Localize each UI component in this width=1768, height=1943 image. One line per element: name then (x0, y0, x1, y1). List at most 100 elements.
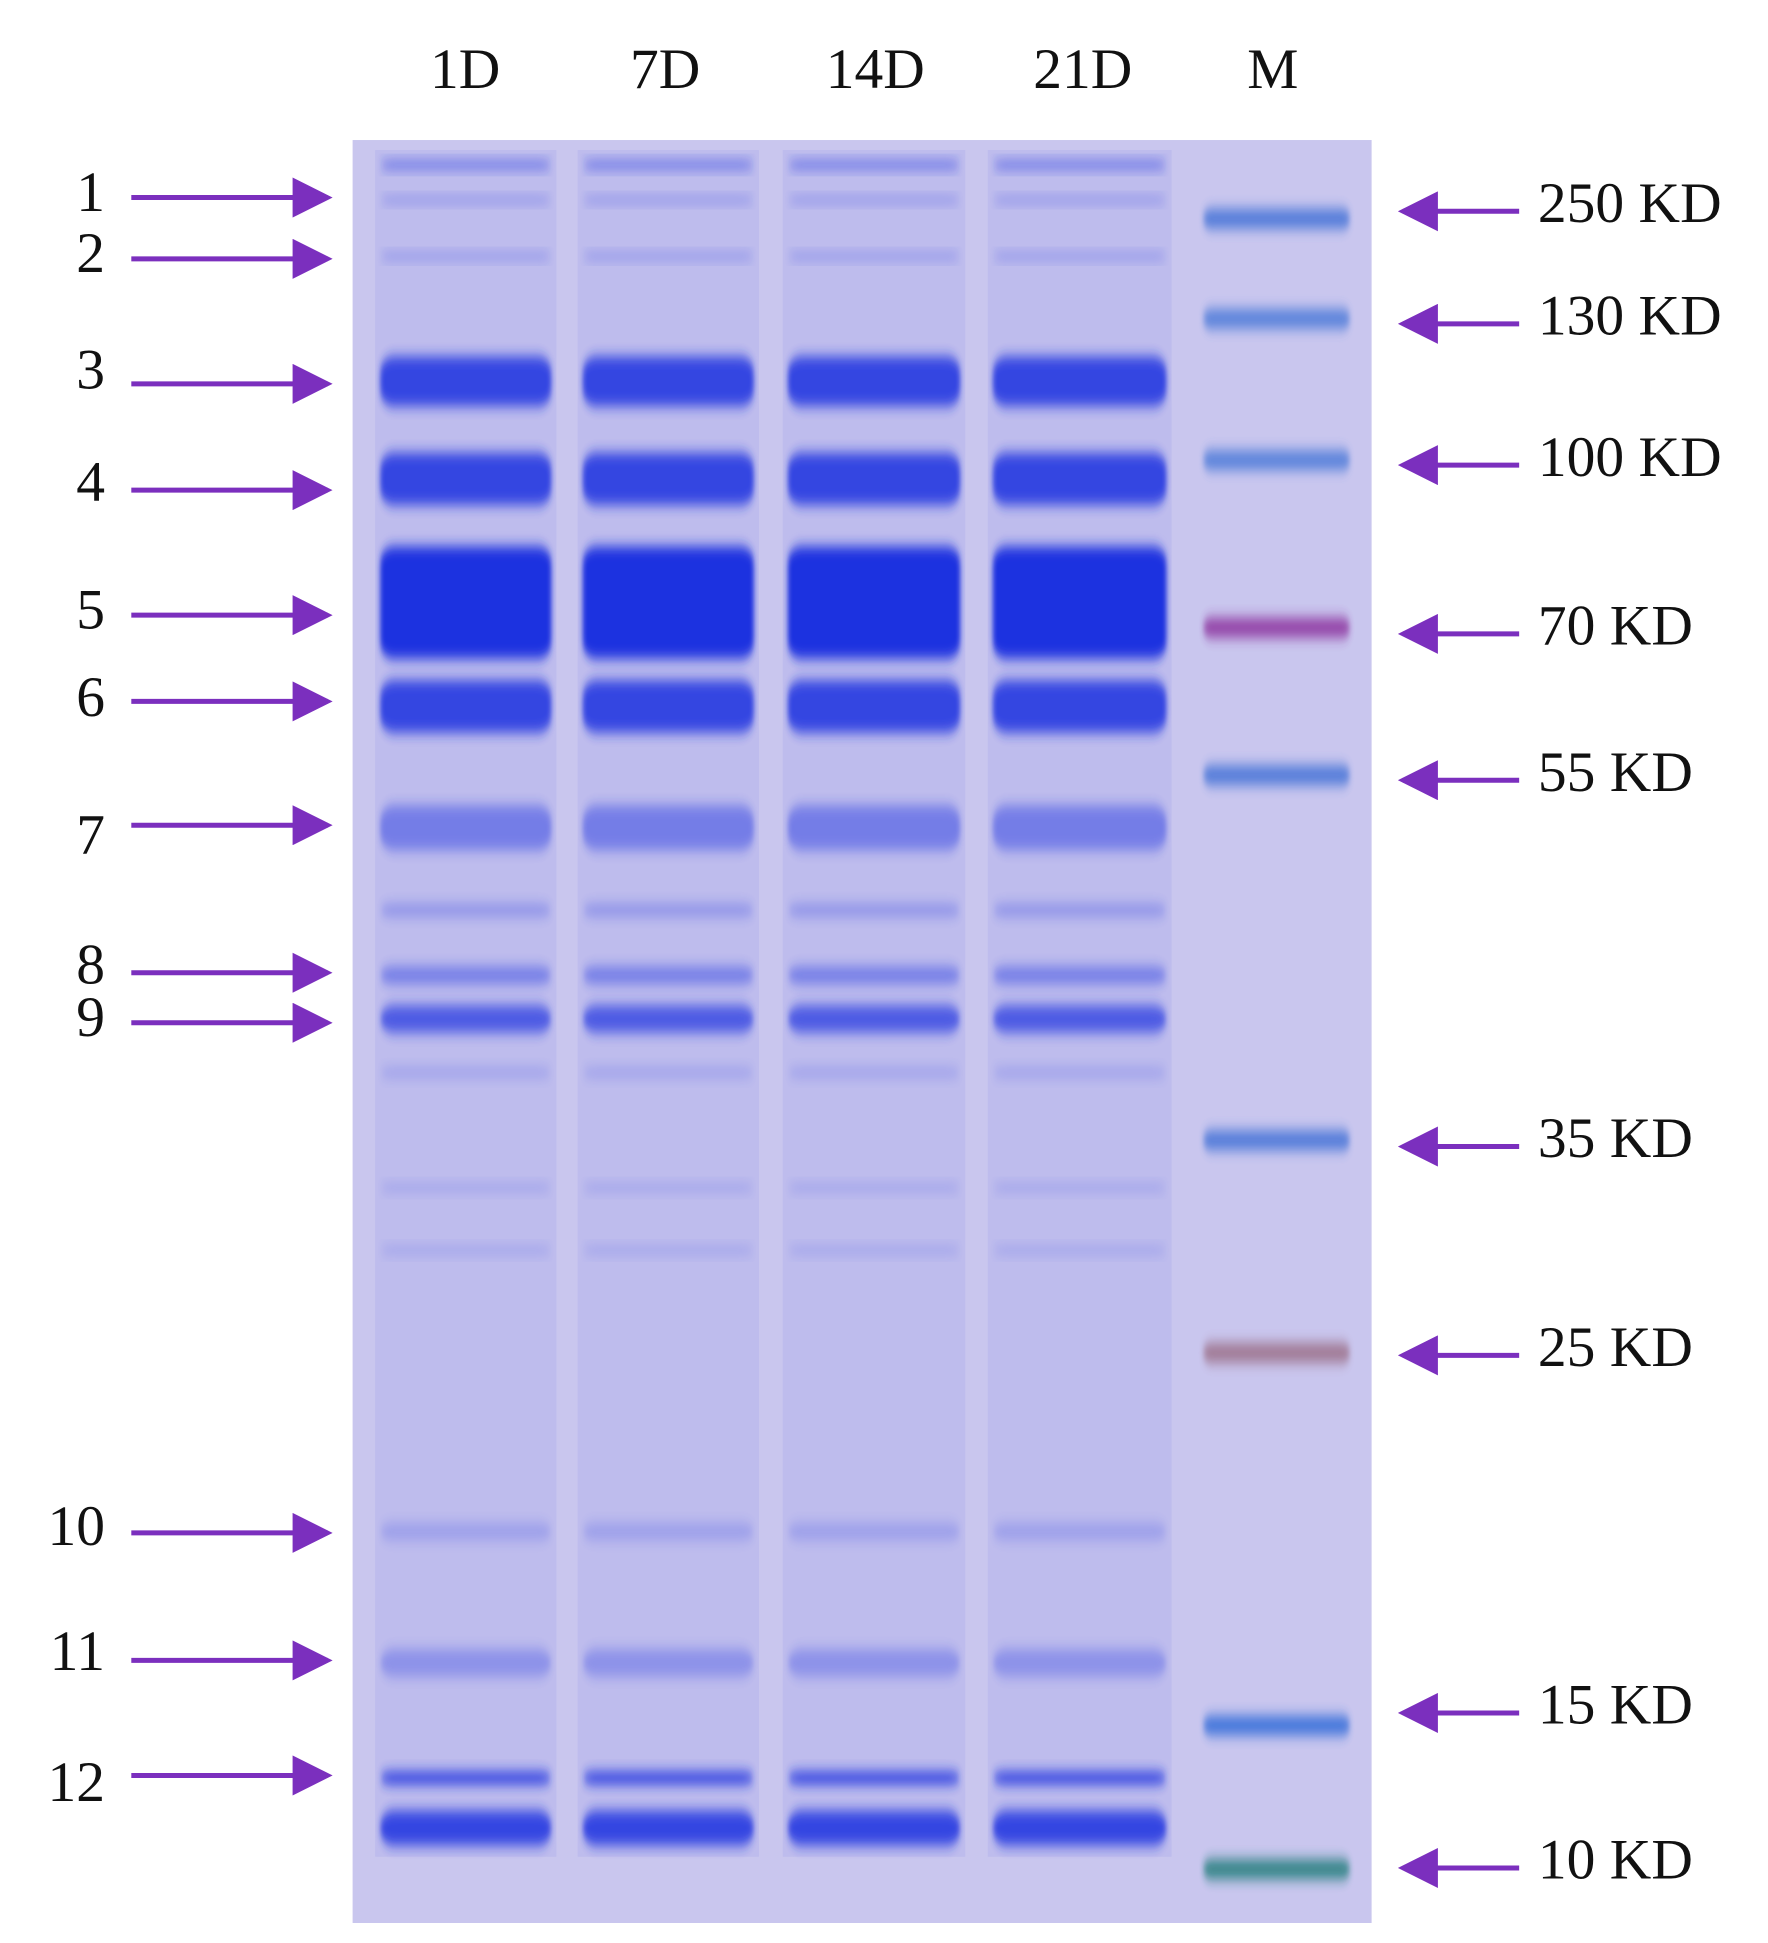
band (787, 1522, 961, 1541)
lane-label: M (1247, 38, 1298, 101)
band (787, 1067, 961, 1078)
band (380, 196, 552, 204)
lane-label: 14D (826, 38, 925, 101)
band (787, 546, 961, 659)
band (992, 680, 1167, 733)
band (992, 161, 1167, 169)
band (380, 1246, 552, 1255)
band-number: 3 (76, 338, 105, 401)
band-number: 2 (76, 222, 105, 285)
marker-label: 15 KD (1538, 1674, 1693, 1737)
marker-band (1202, 208, 1351, 229)
band (582, 1522, 754, 1541)
band (582, 452, 754, 506)
band (787, 966, 961, 985)
lane-label: 7D (630, 38, 700, 101)
lane (577, 150, 759, 1857)
band (582, 903, 754, 917)
band (582, 1810, 754, 1846)
band (992, 1246, 1167, 1255)
marker-band (1202, 1859, 1351, 1880)
band-number: 7 (76, 803, 105, 866)
band (992, 1067, 1167, 1078)
band (992, 1522, 1167, 1541)
band (992, 1810, 1167, 1846)
band (582, 196, 754, 204)
band-number: 4 (76, 451, 105, 514)
lane-label: 1D (430, 38, 500, 101)
band (582, 1649, 754, 1677)
band (992, 1649, 1167, 1677)
band (582, 546, 754, 659)
band (380, 1771, 552, 1785)
band (380, 1810, 552, 1846)
marker-band (1202, 1715, 1351, 1736)
marker-band (1202, 450, 1351, 471)
bands (375, 150, 1351, 1880)
marker-band (1202, 1130, 1351, 1151)
band (992, 1771, 1167, 1785)
marker-band (1202, 765, 1351, 786)
band (582, 680, 754, 733)
band (787, 903, 961, 917)
band (582, 161, 754, 169)
band (380, 680, 552, 733)
band (992, 966, 1167, 985)
band-number: 11 (50, 1620, 105, 1683)
band (992, 1005, 1167, 1033)
band (582, 966, 754, 985)
band (992, 903, 1167, 917)
band-number: 9 (76, 986, 105, 1049)
band (380, 966, 552, 985)
band (992, 196, 1167, 204)
band (582, 1005, 754, 1033)
band (992, 805, 1167, 851)
band (992, 1184, 1167, 1192)
band (380, 452, 552, 506)
band-number: 5 (76, 578, 105, 641)
band (787, 356, 961, 407)
band (992, 546, 1167, 659)
lane (375, 150, 557, 1857)
band-number: 8 (76, 933, 105, 996)
band (787, 680, 961, 733)
marker-band (1202, 308, 1351, 329)
band (787, 1184, 961, 1192)
band (380, 903, 552, 917)
band (380, 1522, 552, 1541)
band (787, 1005, 961, 1033)
marker-label: 55 KD (1538, 741, 1693, 804)
marker-label: 130 KD (1538, 285, 1722, 348)
band (380, 1067, 552, 1078)
band (582, 1184, 754, 1192)
marker-label: 100 KD (1538, 426, 1722, 489)
band (787, 161, 961, 169)
band (787, 452, 961, 506)
band (380, 546, 552, 659)
band (380, 805, 552, 851)
band (787, 805, 961, 851)
band (992, 356, 1167, 407)
band (380, 1184, 552, 1192)
band (582, 805, 754, 851)
band (582, 253, 754, 260)
band (992, 253, 1167, 260)
band-number: 10 (48, 1495, 106, 1558)
band (380, 1005, 552, 1033)
marker-band (1202, 1342, 1351, 1363)
lane (782, 150, 966, 1857)
marker-band (1202, 617, 1351, 638)
band (380, 356, 552, 407)
band (787, 253, 961, 260)
marker-label: 25 KD (1538, 1316, 1693, 1379)
band (380, 161, 552, 169)
marker-label: 70 KD (1538, 595, 1693, 658)
lane-label: 21D (1033, 38, 1132, 101)
marker-label: 35 KD (1538, 1107, 1693, 1170)
lane (987, 150, 1172, 1857)
band (582, 1771, 754, 1785)
band-number: 12 (48, 1751, 106, 1814)
band-number: 6 (76, 666, 105, 729)
